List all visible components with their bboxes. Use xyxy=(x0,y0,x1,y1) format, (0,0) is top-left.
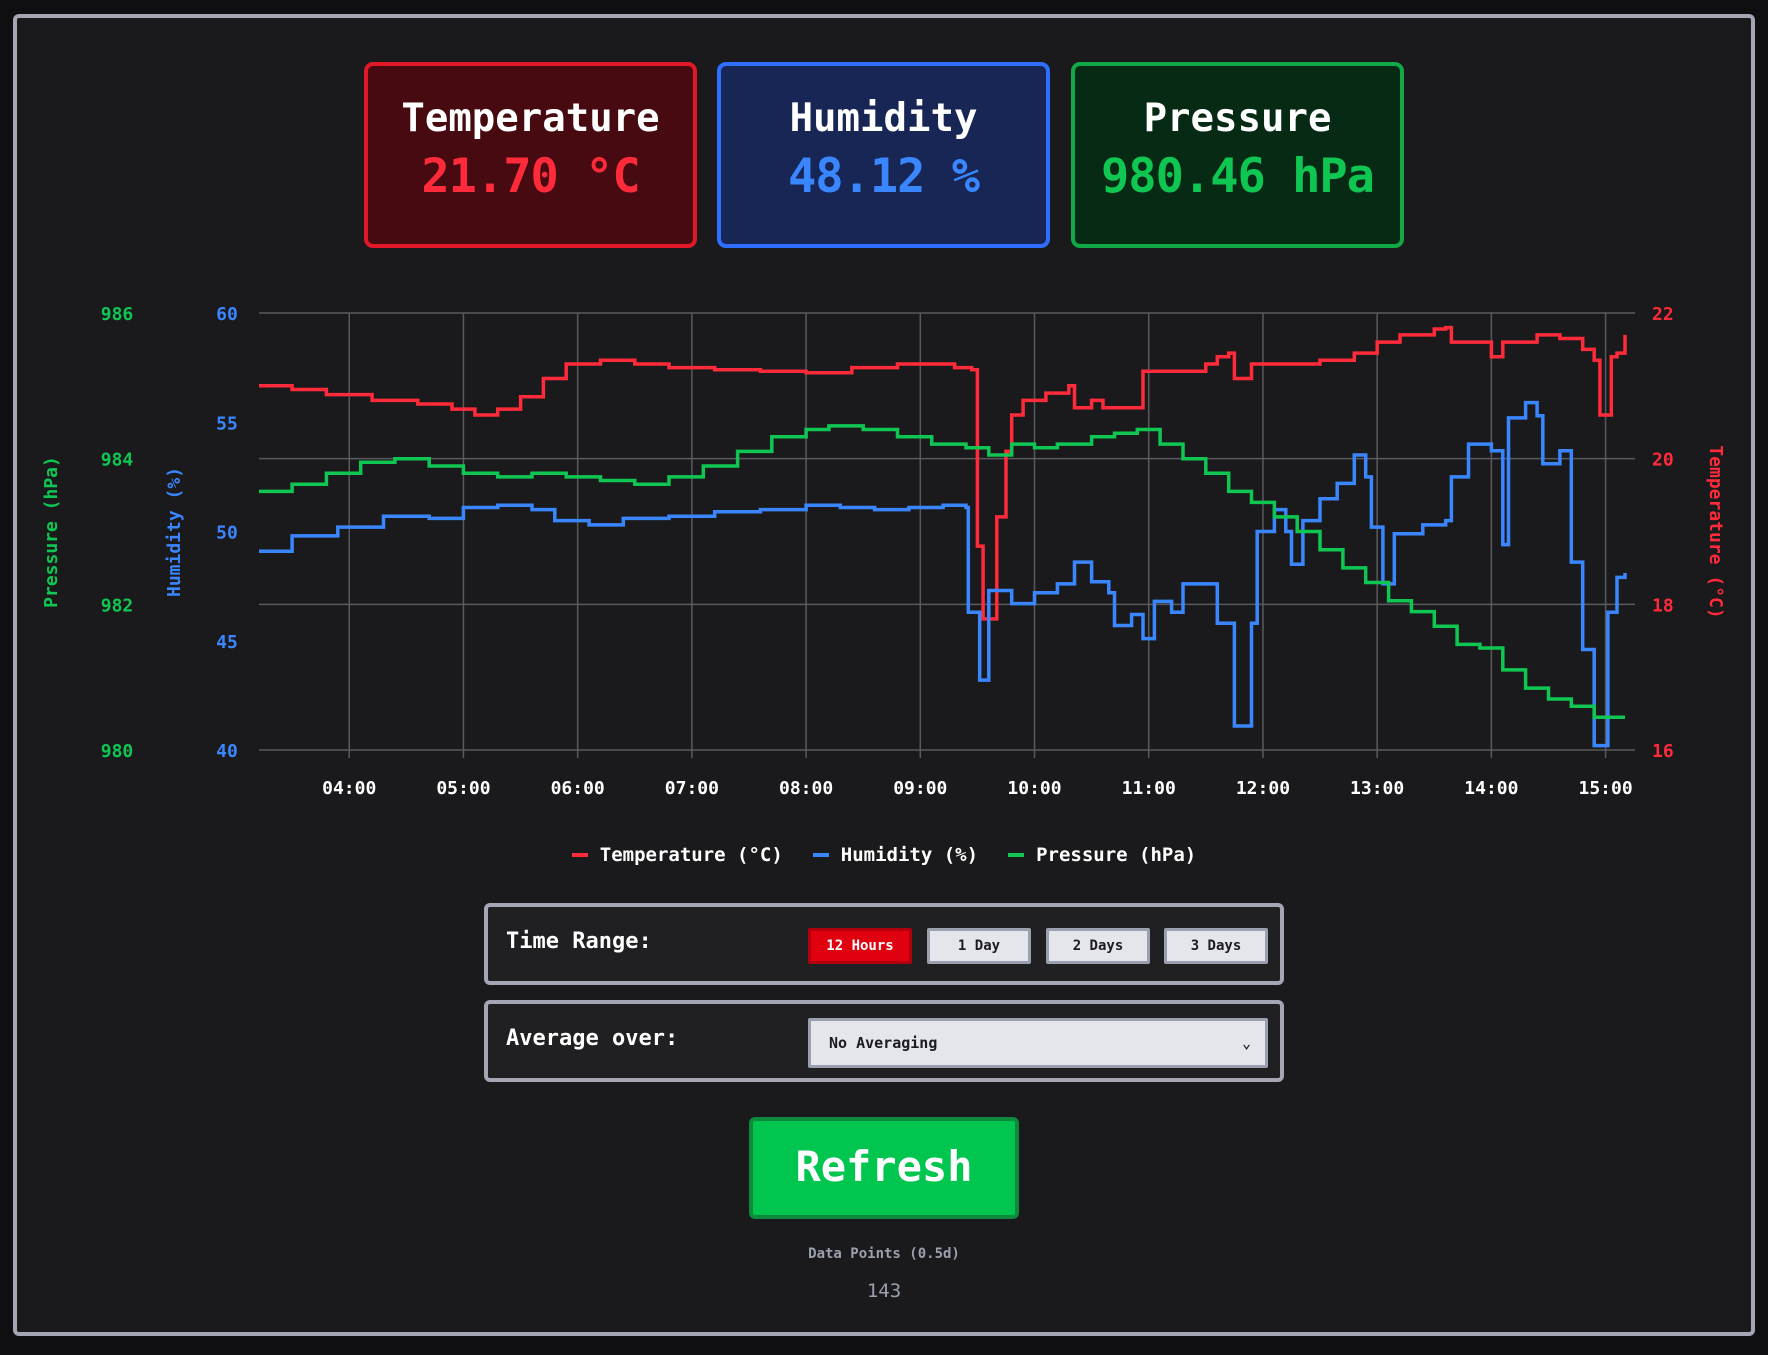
pressure-tick-label: 980 xyxy=(101,741,134,762)
averaging-panel: Average over: No Averaging ⌄ xyxy=(484,1000,1284,1082)
legend-label-humidity: Humidity (%) xyxy=(840,844,979,866)
temperature-tick-label: 22 xyxy=(1652,304,1674,325)
time-range-label: Time Range: xyxy=(506,929,652,954)
humidity-tick-label: 40 xyxy=(216,741,238,762)
humidity-label: Humidity xyxy=(789,96,978,141)
temperature-tick-label: 16 xyxy=(1652,741,1674,762)
x-tick-label: 06:00 xyxy=(551,778,605,799)
x-tick-label: 11:00 xyxy=(1122,778,1176,799)
temperature-label: Temperature xyxy=(401,96,660,141)
pressure-tick-label: 986 xyxy=(101,304,134,325)
x-tick-label: 08:00 xyxy=(779,778,833,799)
legend-item-pressure[interactable]: Pressure (hPa) xyxy=(1008,844,1196,866)
temperature-tick-label: 20 xyxy=(1652,450,1674,471)
legend-label-temperature: Temperature (°C) xyxy=(599,844,783,866)
chevron-down-icon: ⌄ xyxy=(1241,1034,1251,1052)
x-tick-label: 13:00 xyxy=(1350,778,1404,799)
averaging-selected-value: No Averaging xyxy=(829,1034,938,1052)
pressure-value: 980.46 hPa xyxy=(1101,149,1375,204)
x-tick-label: 14:00 xyxy=(1464,778,1518,799)
temperature-series-line xyxy=(259,325,1627,621)
temperature-card: Temperature 21.70 °C xyxy=(364,62,697,248)
humidity-tick-label: 45 xyxy=(216,632,238,653)
range-button-12-hours[interactable]: 12 Hours xyxy=(808,928,912,964)
legend-swatch-humidity xyxy=(812,853,829,857)
x-tick-label: 07:00 xyxy=(665,778,719,799)
legend-label-pressure: Pressure (hPa) xyxy=(1036,844,1197,866)
average-label: Average over: xyxy=(506,1026,679,1051)
humidity-tick-label: 60 xyxy=(216,304,238,325)
legend-item-temperature[interactable]: Temperature (°C) xyxy=(571,844,783,866)
humidity-tick-label: 50 xyxy=(216,523,238,544)
pressure-tick-label: 982 xyxy=(101,595,134,616)
temperature-value: 21.70 °C xyxy=(421,149,640,204)
time-range-panel: Time Range: 12 Hours 1 Day 2 Days 3 Days xyxy=(484,903,1284,985)
x-tick-label: 12:00 xyxy=(1236,778,1290,799)
chart-legend: Temperature (°C) Humidity (%) Pressure (… xyxy=(0,844,1768,866)
range-button-3-days[interactable]: 3 Days xyxy=(1164,928,1268,964)
pressure-axis-title: Pressure (hPa) xyxy=(41,456,62,608)
x-tick-label: 15:00 xyxy=(1578,778,1632,799)
range-button-2-days[interactable]: 2 Days xyxy=(1046,928,1150,964)
legend-swatch-pressure xyxy=(1008,853,1025,857)
x-tick-label: 04:00 xyxy=(322,778,376,799)
temperature-tick-label: 18 xyxy=(1652,595,1674,616)
legend-swatch-temperature xyxy=(571,853,588,857)
data-points-label: Data Points (0.5d) xyxy=(808,1246,960,1262)
humidity-value: 48.12 % xyxy=(787,149,980,204)
refresh-button[interactable]: Refresh xyxy=(749,1117,1019,1219)
humidity-tick-label: 55 xyxy=(216,413,238,434)
pressure-tick-label: 984 xyxy=(101,450,134,471)
temperature-axis-title: Temperature (°C) xyxy=(1705,445,1726,618)
pressure-card: Pressure 980.46 hPa xyxy=(1071,62,1404,248)
pressure-series-line xyxy=(259,424,1625,719)
humidity-card: Humidity 48.12 % xyxy=(717,62,1050,248)
pressure-label: Pressure xyxy=(1143,96,1332,141)
x-tick-label: 05:00 xyxy=(436,778,490,799)
averaging-select[interactable]: No Averaging ⌄ xyxy=(808,1018,1268,1068)
sensor-chart: 04:00 05:00 06:00 07:00 08:00 09:00 10:00 11:00… xyxy=(41,304,1726,799)
range-button-1-day[interactable]: 1 Day xyxy=(927,928,1031,964)
data-points-value: 143 xyxy=(866,1280,902,1302)
legend-item-humidity[interactable]: Humidity (%) xyxy=(812,844,979,866)
humidity-series-line xyxy=(259,400,1627,748)
x-tick-label: 10:00 xyxy=(1007,778,1061,799)
humidity-axis-title: Humidity (%) xyxy=(164,467,185,597)
x-tick-label: 09:00 xyxy=(893,778,947,799)
